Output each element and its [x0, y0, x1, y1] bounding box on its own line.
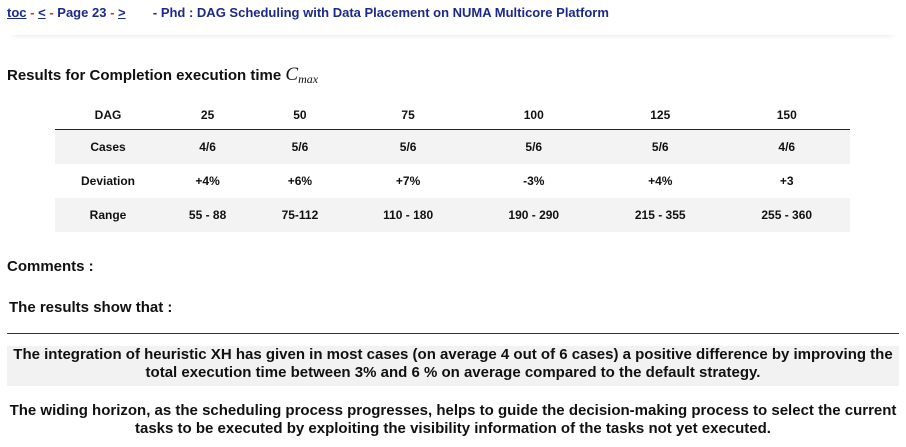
results-heading-text: Results for Completion execution time: [7, 67, 282, 84]
row-label: Deviation: [80, 174, 135, 188]
row-label: Cases: [55, 129, 161, 164]
next-page-link[interactable]: >: [118, 5, 126, 20]
table-cell: 5/6: [470, 129, 597, 164]
table-header-row: DAG 25 50 75 100 125 150: [55, 101, 850, 130]
header-cell: 25: [161, 101, 255, 130]
table-cell: 4/6: [723, 129, 850, 164]
prev-page-link[interactable]: <: [38, 5, 46, 20]
comments-heading: Comments :: [7, 258, 94, 275]
document-title: - Phd : DAG Scheduling with Data Placeme…: [152, 5, 609, 20]
cmax-symbol: Cmax: [285, 64, 319, 86]
cmax-base: C: [285, 64, 299, 85]
header-cell: 150: [723, 101, 850, 130]
table-cell: -3%: [523, 174, 545, 188]
separator: -: [110, 5, 115, 20]
conclusion-paragraph-1: The integration of heuristic XH has give…: [7, 346, 899, 386]
table-cell: 5/6: [345, 129, 471, 164]
table-cell: +4%: [648, 174, 673, 188]
table-cell: 4/6: [161, 129, 255, 164]
header-cell: 125: [597, 101, 724, 130]
header-cell: 75: [345, 101, 471, 130]
table-cell: 255 - 360: [723, 198, 850, 232]
header-cell: 50: [254, 101, 346, 130]
top-navigation: toc - < - Page 23 - > - Phd : DAG Schedu…: [7, 5, 899, 35]
table-cell: 190 - 290: [470, 198, 597, 232]
divider: [7, 333, 899, 334]
table-row-cases: Cases 4/6 5/6 5/6 5/6 5/6 4/6: [55, 129, 850, 164]
table-cell: 215 - 355: [597, 198, 724, 232]
table-cell: +7%: [395, 174, 421, 188]
results-show-heading: The results show that :: [9, 299, 173, 316]
table-row-range: Range 55 - 88 75-112 110 - 180 190 - 290…: [55, 198, 850, 232]
table-cell: 5/6: [254, 129, 346, 164]
page-indicator: Page 23: [57, 5, 107, 20]
cmax-subscript: max: [298, 72, 319, 86]
results-heading: Results for Completion execution time Cm…: [7, 64, 318, 87]
header-dag-label: DAG: [55, 101, 161, 130]
table-cell: 75-112: [254, 198, 346, 232]
table-cell: 5/6: [597, 129, 724, 164]
table-cell: +3: [779, 174, 794, 188]
table-row-deviation: Deviation +4% +6% +7% -3% +4% +3: [55, 164, 850, 198]
separator: -: [49, 5, 54, 20]
row-label: Range: [55, 198, 161, 232]
header-cell: 100: [470, 101, 597, 130]
conclusion-paragraph-2: The widing horizon, as the scheduling pr…: [9, 402, 897, 437]
separator: -: [30, 5, 35, 20]
table-cell: +4%: [195, 174, 220, 188]
table-cell: 55 - 88: [161, 198, 255, 232]
toc-link[interactable]: toc: [7, 5, 27, 20]
results-table: DAG 25 50 75 100 125 150 Cases 4/6 5/6 5…: [55, 101, 850, 232]
table-cell: +6%: [287, 174, 313, 188]
table-cell: 110 - 180: [345, 198, 471, 232]
